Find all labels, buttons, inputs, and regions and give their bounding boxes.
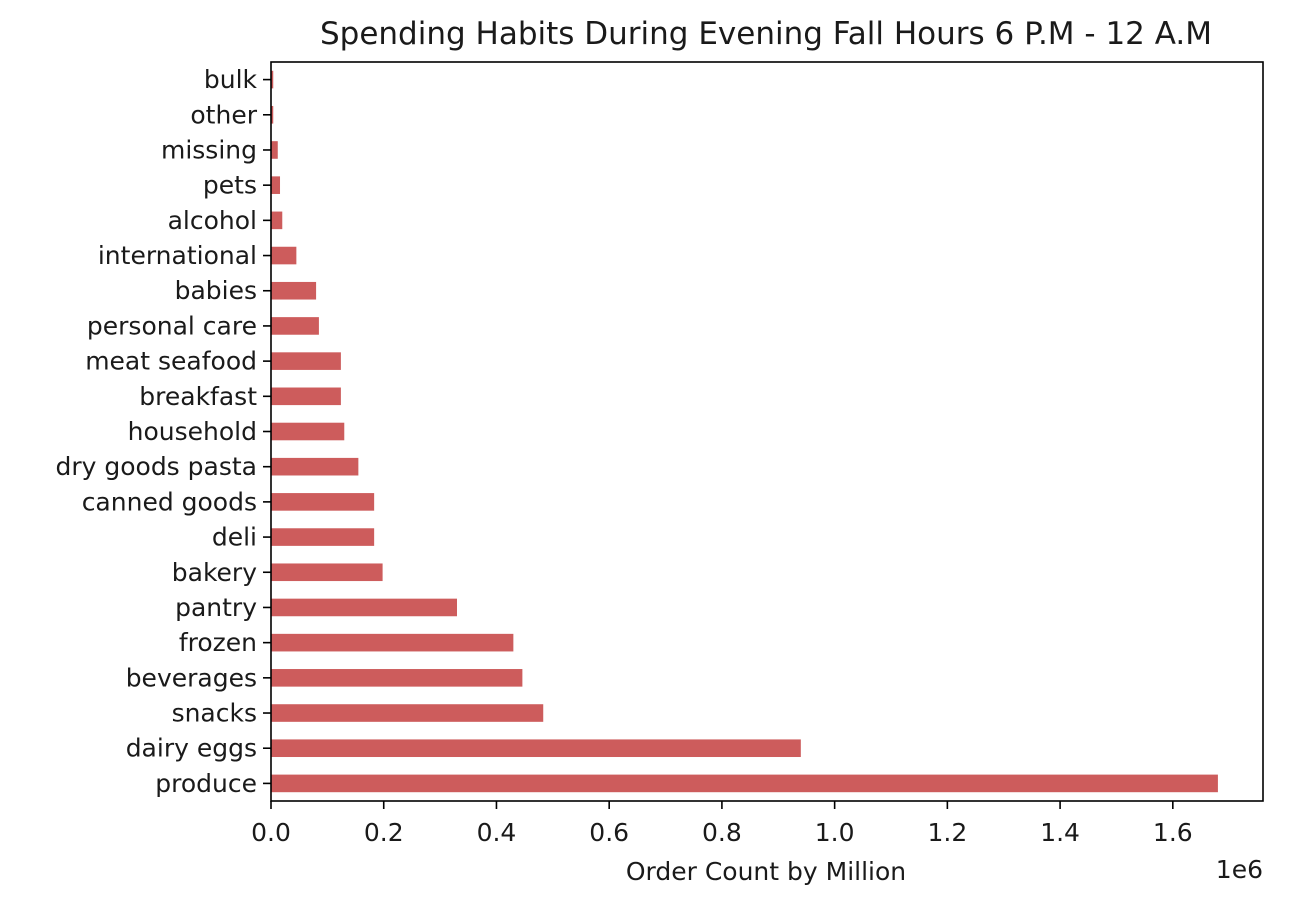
bar-snacks bbox=[271, 704, 544, 722]
x-tick-label: 1.0 bbox=[815, 818, 855, 847]
x-tick-label: 0.6 bbox=[589, 818, 629, 847]
y-tick-label: international bbox=[98, 241, 257, 270]
bar-dry-goods-pasta bbox=[271, 457, 359, 476]
plot-frame bbox=[270, 61, 1264, 802]
y-tick-label: breakfast bbox=[139, 382, 257, 411]
bar-meat-seafood bbox=[271, 352, 341, 370]
x-tick-label: 0.0 bbox=[251, 818, 291, 847]
bar-international bbox=[271, 246, 297, 265]
y-tick-label: bakery bbox=[172, 558, 257, 587]
bar-beverages bbox=[271, 669, 523, 687]
bar-bulk bbox=[271, 70, 274, 89]
y-tick-label: pantry bbox=[175, 593, 257, 622]
bar-bakery bbox=[271, 563, 383, 582]
y-tick-label: personal care bbox=[87, 311, 257, 340]
x-tick-label: 0.4 bbox=[477, 818, 517, 847]
bar-frozen bbox=[271, 633, 514, 652]
y-tick-label: meat seafood bbox=[85, 347, 257, 376]
bar-other bbox=[271, 105, 274, 124]
x-tick-label: 1.4 bbox=[1040, 818, 1080, 847]
bar-household bbox=[271, 422, 345, 441]
y-tick-label: canned goods bbox=[82, 487, 257, 516]
bar-pantry bbox=[271, 598, 457, 617]
y-tick-label: produce bbox=[155, 769, 257, 798]
chart-title: Spending Habits During Evening Fall Hour… bbox=[320, 16, 1212, 52]
y-tick-label: babies bbox=[175, 276, 257, 305]
bar-personal-care bbox=[271, 317, 319, 335]
bar-deli bbox=[271, 528, 375, 546]
x-axis-label: Order Count by Million bbox=[626, 857, 906, 886]
y-tick-label: beverages bbox=[126, 663, 257, 692]
y-tick-label: bulk bbox=[204, 65, 258, 94]
x-axis-offset-label: 1e6 bbox=[1216, 855, 1263, 884]
bar-canned-goods bbox=[271, 493, 375, 511]
y-tick-label: deli bbox=[212, 523, 257, 552]
x-tick-label: 1.2 bbox=[927, 818, 967, 847]
x-axis: 0.0 0.2 0.4 0.6 0.8 1.0 1.2 1.4 1.6 bbox=[251, 801, 1193, 847]
y-tick-label: dry goods pasta bbox=[55, 452, 257, 481]
x-tick-label: 0.8 bbox=[702, 818, 742, 847]
x-tick-label: 0.2 bbox=[364, 818, 404, 847]
bar-alcohol bbox=[271, 211, 283, 230]
y-tick-label: snacks bbox=[172, 699, 257, 728]
bars-group bbox=[271, 70, 1218, 793]
y-tick-label: frozen bbox=[179, 628, 257, 657]
y-tick-label: other bbox=[190, 100, 257, 129]
y-tick-label: pets bbox=[203, 171, 257, 200]
bar-dairy-eggs bbox=[271, 739, 801, 758]
y-tick-label: missing bbox=[161, 135, 257, 164]
y-axis: produce dairy eggs snacks beverages frozen pa… bbox=[55, 65, 271, 798]
bar-produce bbox=[271, 774, 1218, 793]
bar-babies bbox=[271, 281, 317, 300]
y-tick-label: alcohol bbox=[168, 206, 257, 235]
y-tick-label: household bbox=[128, 417, 257, 446]
x-tick-label: 1.6 bbox=[1153, 818, 1193, 847]
y-tick-label: dairy eggs bbox=[126, 734, 257, 763]
bar-pets bbox=[271, 176, 281, 194]
bar-breakfast bbox=[271, 387, 341, 406]
bar-missing bbox=[271, 141, 278, 159]
